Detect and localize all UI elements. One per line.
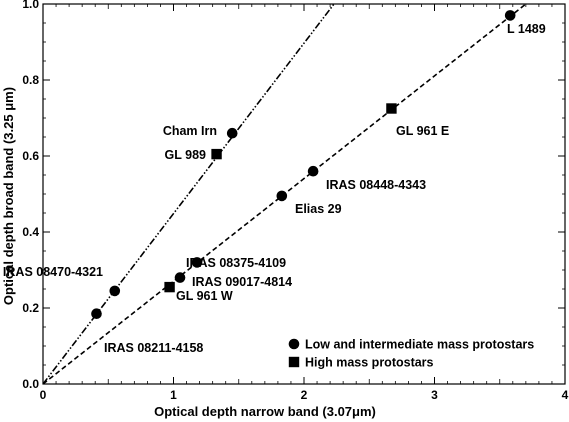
low-mass-point	[191, 257, 203, 268]
x-tick-label: 1	[170, 388, 177, 402]
high-mass-point	[164, 281, 175, 293]
low-mass-point	[91, 308, 102, 320]
x-tick-label: 0	[40, 388, 47, 402]
y-tick-label: 0.6	[22, 149, 39, 163]
point-label: IRAS 08211-4158	[104, 341, 203, 355]
low-mass-point	[226, 127, 238, 139]
dash-dot-dot-line	[43, 4, 335, 384]
high-mass-point	[211, 148, 222, 160]
point-label: L 1489	[507, 22, 546, 36]
legend-square-marker	[288, 356, 300, 368]
plot-frame	[42, 3, 566, 385]
point-label: GL 961 E	[396, 124, 449, 138]
low-mass-point	[276, 190, 288, 202]
legend-label: High mass protostars	[305, 356, 434, 370]
y-tick-label: 0.0	[22, 377, 39, 391]
low-mass-point	[174, 272, 186, 283]
axis-ticks: 0 1 2 3 4 0.0 0.2 0.4 0.6 0.8 1.0	[22, 0, 568, 402]
legend-circle-marker	[288, 338, 300, 350]
point-label: IRAS 08470-4321	[3, 265, 103, 279]
legend-label: Low and intermediate mass protostars	[305, 338, 534, 352]
point-label: IRAS 08448-4343	[326, 178, 426, 192]
legend: Low and intermediate mass protostars High…	[288, 338, 534, 370]
low-mass-point	[307, 165, 319, 177]
y-tick-label: 0.8	[22, 73, 39, 87]
y-tick-label: 0.4	[22, 225, 39, 239]
point-label: IRAS 08375-4109	[186, 256, 286, 270]
y-axis-title: Optical depth broad band (3.25 μm)	[1, 87, 16, 305]
point-label: Cham Irn	[163, 124, 217, 138]
high-mass-point	[386, 103, 397, 114]
y-tick-label: 1.0	[22, 0, 39, 11]
x-tick-label: 3	[431, 388, 438, 402]
point-labels: IRAS 08211-4158 IRAS 08470-4321 IRAS 09017…	[3, 22, 546, 355]
low-mass-point	[109, 285, 121, 297]
x-axis-title: Optical depth narrow band (3.07μm)	[154, 404, 376, 419]
point-label: GL 961 W	[176, 289, 233, 303]
point-label: Elias 29	[295, 202, 342, 216]
y-tick-label: 0.2	[22, 301, 39, 315]
x-tick-label: 2	[301, 388, 308, 402]
point-label: GL 989	[165, 148, 207, 162]
low-mass-point	[504, 10, 516, 21]
x-tick-label: 4	[562, 388, 569, 402]
data-points	[91, 10, 516, 320]
point-label: IRAS 09017-4814	[192, 275, 292, 289]
